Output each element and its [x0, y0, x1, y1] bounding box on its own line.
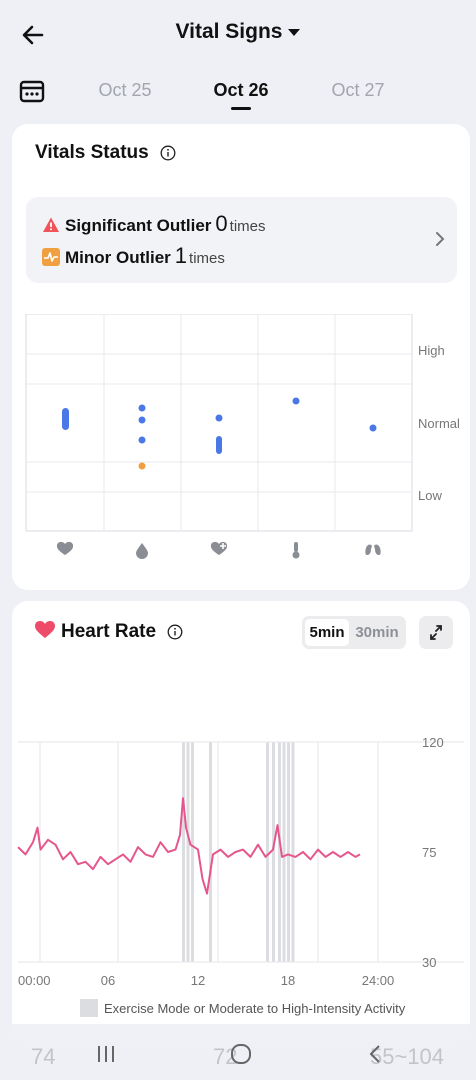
lungs-icon — [365, 543, 381, 555]
heart-rate-title: Heart Rate — [35, 621, 183, 643]
exercise-band — [182, 742, 185, 962]
exercise-legend-text: Exercise Mode or Moderate to High-Intens… — [104, 1001, 406, 1016]
date-tab-prev[interactable]: Oct 25 — [98, 80, 152, 100]
heart-rate-card: Heart Rate 5min 30min 120 75 30 00:00 06 12 1… — [12, 601, 470, 1041]
x-tick-label: 18 — [281, 973, 295, 988]
interval-5min-option[interactable]: 5min — [305, 619, 349, 646]
exercise-band — [266, 742, 269, 962]
vitals-status-title-text: Vitals Status — [35, 142, 149, 163]
caret-down-icon — [288, 28, 301, 36]
info-icon[interactable] — [160, 145, 176, 161]
x-tick-label: 12 — [191, 973, 205, 988]
x-tick-label: 06 — [101, 973, 115, 988]
page-title[interactable]: Vital Signs — [0, 20, 476, 44]
minor-outlier-count: 1 — [174, 243, 188, 268]
hr-y-ticks: 120 75 30 — [422, 737, 444, 970]
info-icon[interactable] — [167, 624, 183, 640]
calendar-icon[interactable] — [19, 78, 45, 104]
outlier-summary[interactable]: Significant Outlier 0 times Minor Outlier 1… — [26, 197, 457, 283]
significant-outlier-unit: times — [229, 218, 266, 235]
exercise-band — [287, 742, 290, 962]
status-point-hrv — [216, 436, 222, 454]
significant-outlier-label: Significant Outlier — [65, 216, 212, 235]
exercise-band — [282, 742, 286, 962]
summary-right-value: 55~104 — [370, 1044, 445, 1069]
status-point-heart — [62, 408, 69, 430]
date-tab-current[interactable]: Oct 26 — [213, 80, 269, 100]
x-tick-label: 00:00 — [18, 973, 51, 988]
status-grid — [26, 314, 412, 531]
y-tick-label: 30 — [422, 955, 436, 970]
hr-x-ticks: 00:00 06 12 18 24:00 — [18, 973, 394, 988]
date-tab-next[interactable]: Oct 27 — [331, 80, 385, 100]
expand-icon[interactable] — [419, 616, 453, 649]
status-point-hrv — [215, 414, 223, 422]
minor-outlier-row: Minor Outlier 1 times — [42, 243, 225, 269]
vitals-status-chart: High Normal Low — [25, 314, 460, 559]
exercise-bands — [182, 742, 295, 962]
home-icon[interactable] — [228, 1042, 254, 1066]
metric-icons — [56, 541, 381, 559]
exercise-band — [191, 742, 194, 962]
x-tick-label: 24:00 — [362, 973, 395, 988]
vitals-status-card: Vitals Status Significant Outlier 0 times … — [12, 124, 470, 590]
back-arrow-icon[interactable] — [18, 20, 48, 50]
chevron-right-icon — [436, 232, 445, 246]
legend-swatch — [80, 999, 98, 1017]
minor-outlier-unit: times — [189, 250, 225, 267]
summary-left-value: 74 — [31, 1044, 56, 1069]
status-point-spo2 — [138, 404, 146, 412]
y-tick-label: 75 — [422, 845, 436, 860]
significant-outlier-row: Significant Outlier 0 times — [42, 211, 266, 237]
heart-rate-line — [17, 797, 361, 895]
exercise-band — [209, 742, 212, 962]
page-title-text: Vital Signs — [175, 20, 283, 43]
blood-drop-icon — [136, 543, 148, 559]
exercise-band — [272, 742, 275, 962]
pulse-icon — [42, 248, 60, 266]
status-point-resp — [369, 424, 377, 432]
exercise-legend: Exercise Mode or Moderate to High-Intens… — [80, 999, 405, 1017]
heart-plus-icon — [210, 541, 228, 555]
status-point-spo2 — [138, 436, 146, 444]
exercise-band — [278, 742, 281, 962]
heart-rate-chart: 120 75 30 00:00 06 12 18 24:00 — [17, 737, 464, 988]
recent-apps-icon[interactable] — [93, 1042, 119, 1066]
heart-icon — [56, 541, 74, 555]
vitals-status-title: Vitals Status — [35, 142, 176, 164]
status-points — [62, 397, 377, 470]
heart-icon — [35, 621, 55, 638]
exercise-band — [291, 742, 295, 962]
status-point-spo2-minor — [138, 462, 146, 470]
thermometer-icon — [292, 542, 300, 559]
minor-outlier-label: Minor Outlier — [65, 248, 171, 267]
date-selector: Oct 25 Oct 26 Oct 27 — [0, 70, 476, 120]
top-bar: Vital Signs — [0, 0, 476, 70]
status-point-spo2 — [138, 416, 146, 424]
level-low-label: Low — [418, 488, 442, 503]
heart-rate-title-text: Heart Rate — [61, 621, 157, 642]
exercise-band — [186, 742, 190, 962]
back-nav-icon[interactable] — [363, 1042, 389, 1066]
system-nav-bar: 74 72 55~104 — [0, 1024, 476, 1080]
status-point-temp — [292, 397, 300, 405]
date-underline — [231, 107, 251, 110]
significant-outlier-count: 0 — [215, 211, 228, 236]
y-tick-label: 120 — [422, 737, 444, 750]
interval-toggle: 5min 30min — [302, 616, 406, 649]
warning-icon — [43, 217, 59, 232]
level-normal-label: Normal — [418, 416, 460, 431]
hr-grid — [18, 741, 464, 963]
interval-30min-option[interactable]: 30min — [355, 624, 399, 641]
level-high-label: High — [418, 343, 445, 358]
